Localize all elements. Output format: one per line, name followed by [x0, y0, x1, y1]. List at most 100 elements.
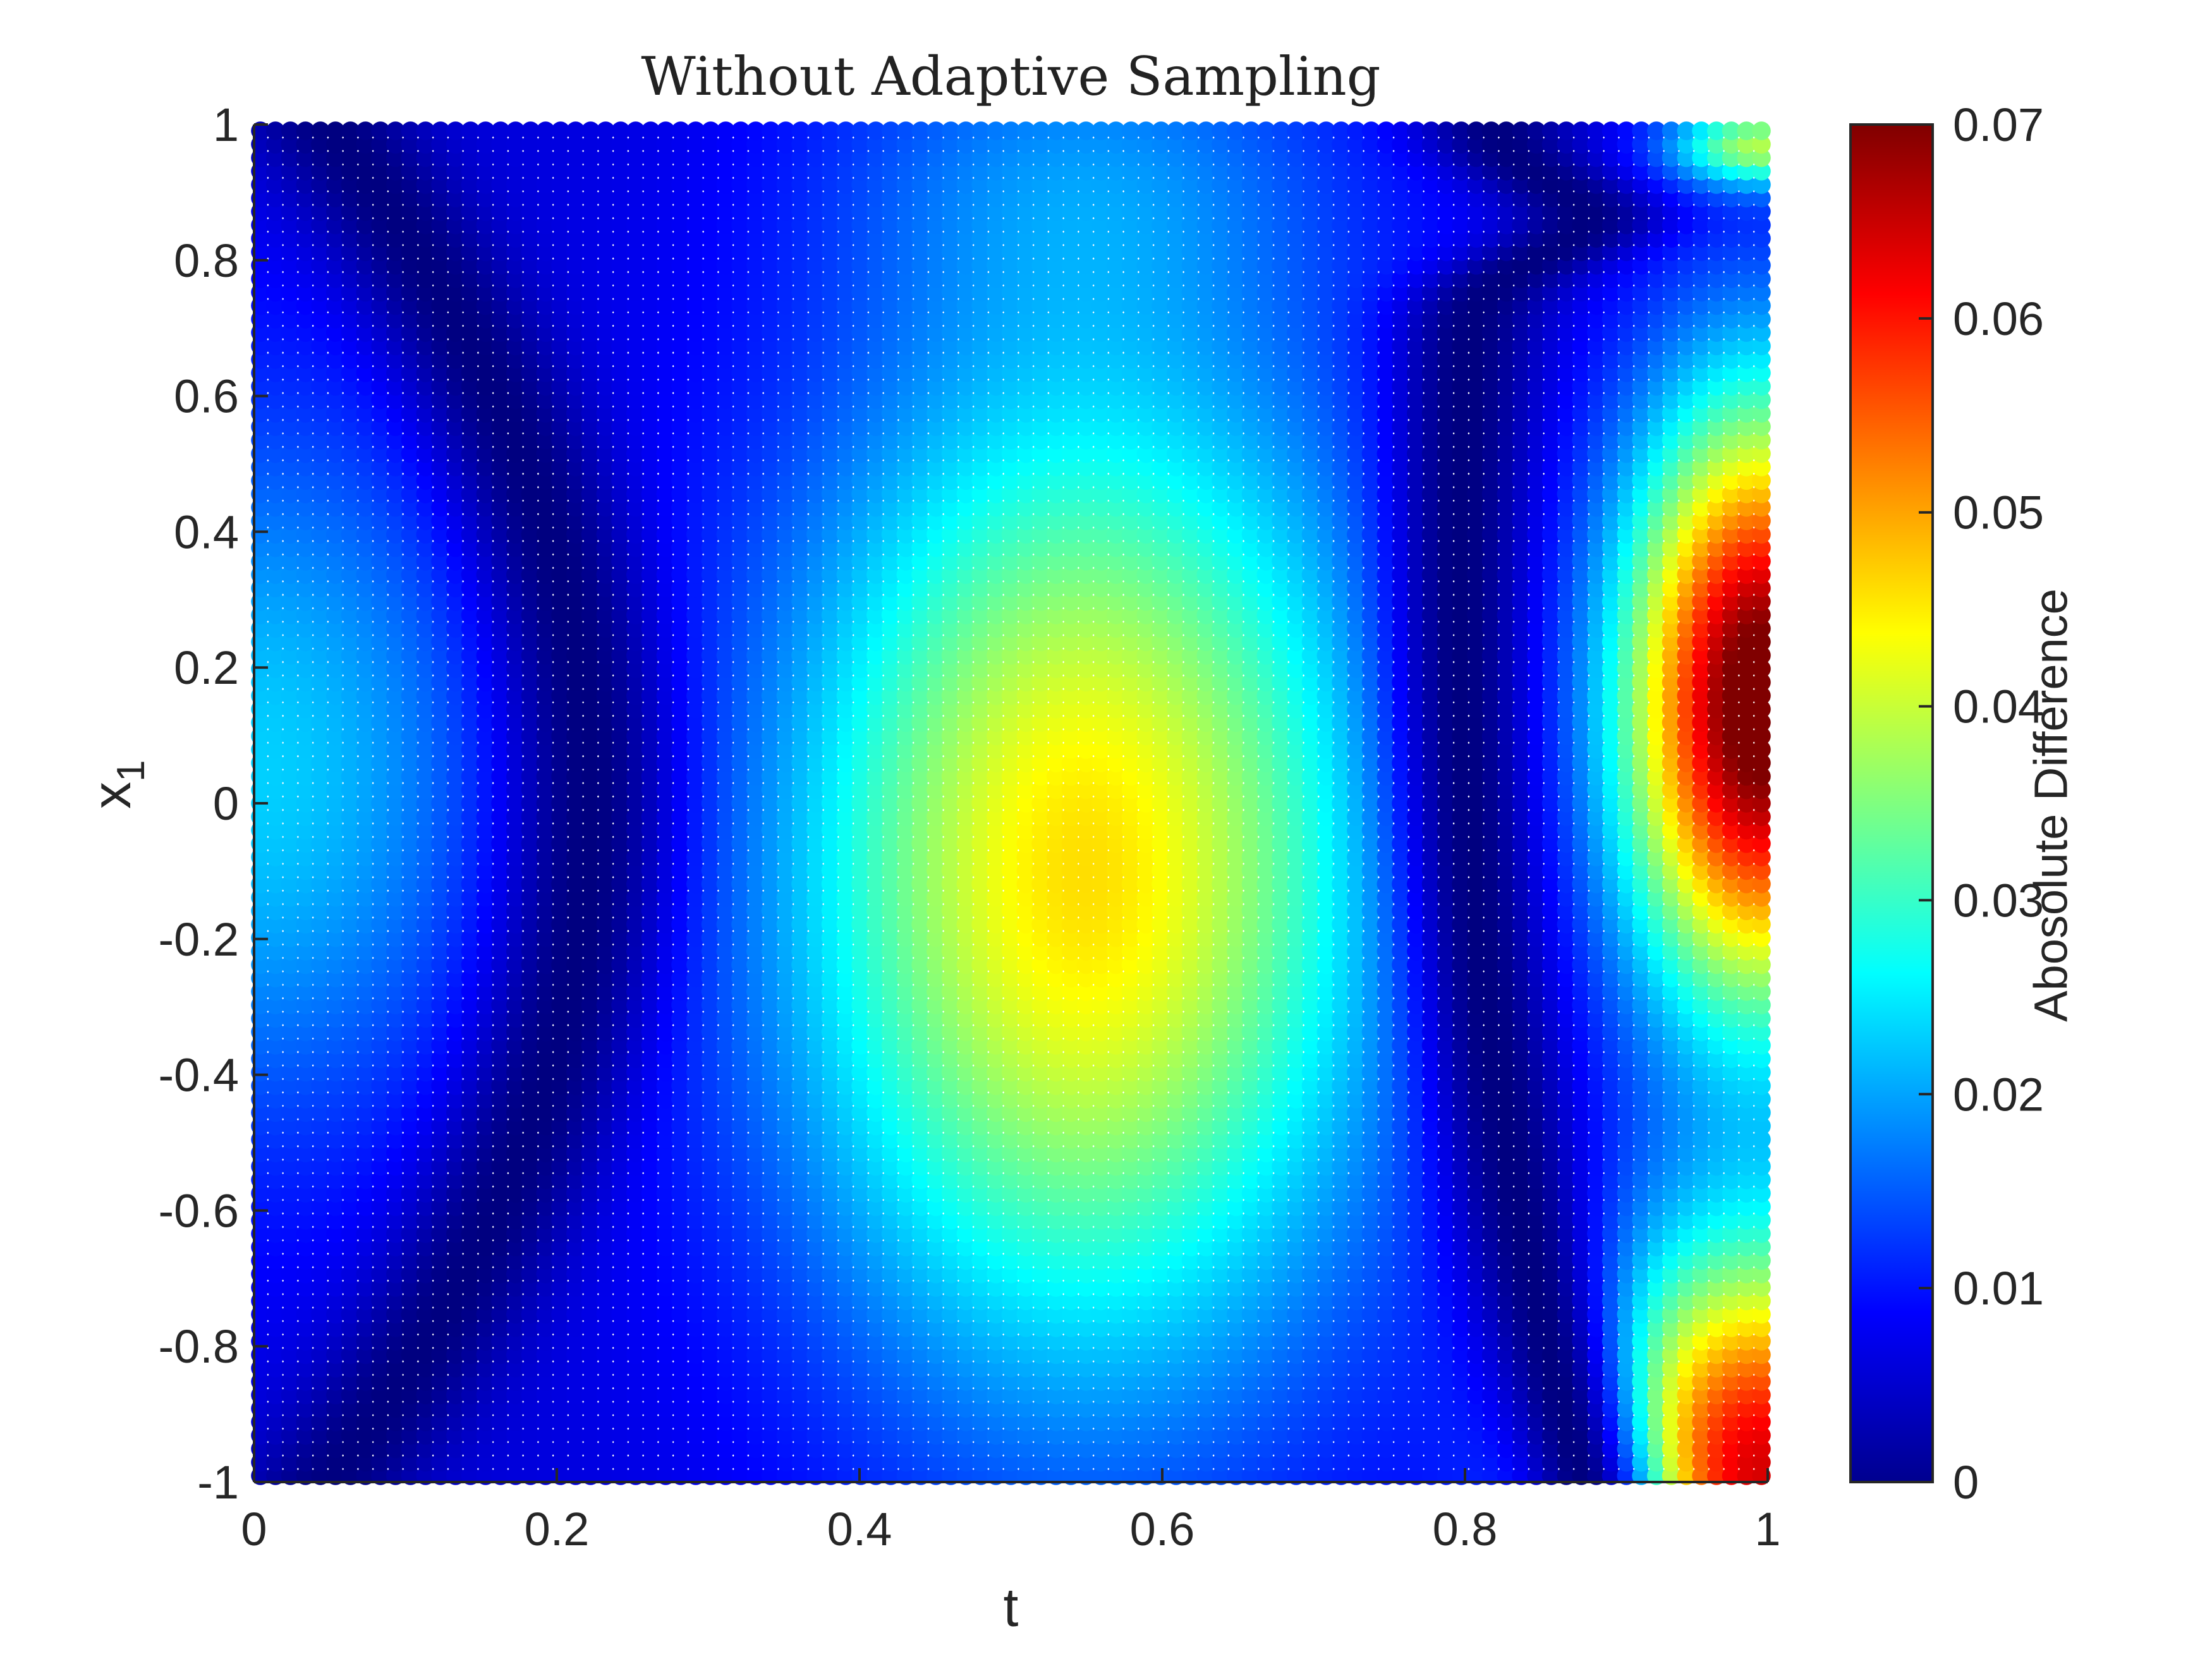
scatter-point — [341, 753, 360, 772]
scatter-point — [296, 834, 315, 853]
scatter-point — [281, 1184, 300, 1203]
scatter-point — [281, 552, 300, 571]
scatter-point — [326, 1466, 345, 1485]
scatter-point — [251, 861, 270, 880]
scatter-point — [326, 982, 345, 1001]
chart-title: Without Adaptive Sampling — [641, 46, 1381, 107]
scatter-point — [251, 1224, 270, 1243]
scatter-point — [296, 1062, 315, 1082]
scatter-point — [281, 148, 300, 167]
scatter-point — [341, 1372, 360, 1391]
scatter-point — [311, 121, 330, 140]
scatter-point — [341, 498, 360, 517]
scatter-point — [266, 686, 285, 705]
scatter-point — [281, 928, 300, 947]
scatter-point — [281, 175, 300, 194]
scatter-point — [311, 713, 330, 732]
scatter-point — [311, 861, 330, 880]
scatter-point — [251, 1103, 270, 1122]
scatter-point — [326, 1251, 345, 1270]
scatter-point — [251, 1251, 270, 1270]
scatter-point — [281, 296, 300, 315]
scatter-point — [281, 1009, 300, 1028]
scatter-point — [251, 888, 270, 907]
scatter-point — [266, 740, 285, 759]
scatter-point — [341, 1413, 360, 1431]
scatter-point — [266, 216, 285, 234]
scatter-point — [281, 377, 300, 396]
scatter-point — [296, 1157, 315, 1176]
scatter-point — [296, 1023, 315, 1042]
scatter-point — [356, 1251, 375, 1270]
scatter-point — [341, 229, 360, 248]
scatter-point — [341, 296, 360, 315]
scatter-point — [311, 578, 330, 598]
scatter-point — [326, 1023, 345, 1042]
scatter-point — [296, 1345, 315, 1364]
scatter-point — [341, 942, 360, 961]
scatter-point — [296, 1466, 315, 1485]
scatter-point — [326, 1399, 345, 1418]
scatter-point — [311, 498, 330, 517]
scatter-point — [326, 1157, 345, 1176]
scatter-point — [251, 484, 270, 504]
scatter-point — [266, 538, 285, 557]
scatter-point — [266, 1130, 285, 1149]
scatter-point — [266, 1359, 285, 1378]
scatter-point — [341, 928, 360, 947]
scatter-point — [281, 968, 300, 988]
scatter-point — [326, 968, 345, 988]
scatter-point — [251, 1090, 270, 1109]
scatter-point — [251, 578, 270, 598]
scatter-point — [356, 1304, 375, 1324]
scatter-point — [311, 363, 330, 382]
scatter-point — [296, 538, 315, 557]
scatter-point — [281, 229, 300, 248]
scatter-point — [251, 269, 270, 288]
scatter-point — [251, 498, 270, 517]
scatter-point — [281, 538, 300, 557]
scatter-point — [311, 915, 330, 934]
scatter-point — [326, 700, 345, 719]
scatter-point — [311, 1062, 330, 1082]
scatter-point — [326, 323, 345, 342]
scatter-point — [341, 377, 360, 396]
scatter-point — [326, 646, 345, 665]
scatter-point — [266, 1237, 285, 1256]
scatter-point — [326, 767, 345, 786]
scatter-point — [251, 1130, 270, 1149]
scatter-point — [296, 901, 315, 920]
scatter-point — [356, 1157, 375, 1176]
scatter-point — [341, 175, 360, 194]
scatter-point — [251, 296, 270, 315]
scatter-point — [356, 1372, 375, 1391]
scatter-point — [281, 794, 300, 813]
scatter-point — [296, 458, 315, 477]
scatter-point — [326, 592, 345, 611]
scatter-point — [281, 1265, 300, 1284]
scatter-point — [311, 632, 330, 652]
scatter-point — [296, 242, 315, 262]
scatter-point — [266, 1452, 285, 1472]
scatter-point — [341, 135, 360, 154]
scatter-point — [266, 390, 285, 410]
scatter-point — [251, 672, 270, 692]
scatter-point — [311, 1170, 330, 1189]
scatter-point — [326, 753, 345, 772]
scatter-point — [251, 363, 270, 382]
scatter-point — [341, 807, 360, 827]
scatter-point — [251, 1184, 270, 1203]
scatter-point — [251, 1157, 270, 1176]
scatter-point — [296, 1170, 315, 1189]
scatter-point — [326, 202, 345, 221]
scatter-point — [326, 310, 345, 329]
scatter-point — [311, 269, 330, 288]
scatter-point — [326, 1237, 345, 1256]
scatter-point — [251, 310, 270, 329]
scatter-point — [281, 713, 300, 732]
scatter-point — [341, 1036, 360, 1055]
scatter-point — [326, 1184, 345, 1203]
scatter-point — [296, 578, 315, 598]
scatter-point — [311, 874, 330, 894]
